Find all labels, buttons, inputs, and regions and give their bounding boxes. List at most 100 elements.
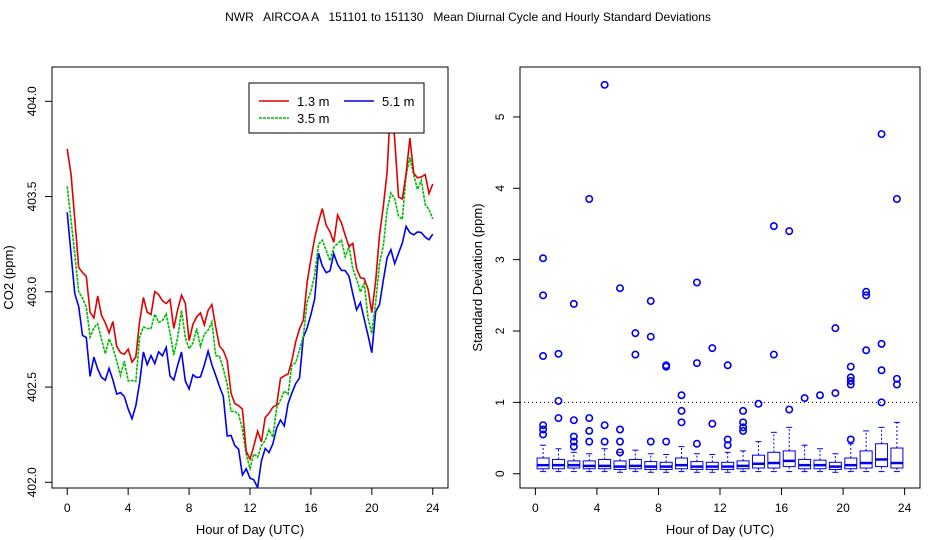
x-tick-label: 24 — [426, 501, 440, 515]
box-iqr — [782, 450, 796, 468]
box-hour — [875, 130, 889, 473]
y-axis-label: CO2 (ppm) — [1, 245, 16, 309]
outlier-point — [846, 373, 855, 382]
x-tick-label: 20 — [365, 501, 379, 515]
plot-frame — [519, 66, 921, 489]
outlier-point — [892, 374, 901, 383]
x-tick-label: 8 — [186, 501, 193, 515]
x-axis-label: Hour of Day (UTC) — [666, 522, 774, 537]
outlier-point — [600, 80, 609, 89]
outlier-point — [615, 448, 624, 457]
box-hour — [628, 329, 642, 473]
outlier-point — [892, 195, 901, 204]
outlier-point — [785, 227, 794, 236]
box-iqr — [628, 458, 642, 470]
box-hour — [598, 80, 612, 473]
outlier-point — [769, 222, 778, 231]
outlier-point — [754, 399, 763, 408]
box-hour — [659, 361, 673, 473]
y-tick-label: 5 — [493, 113, 507, 120]
x-tick-label: 24 — [898, 501, 912, 515]
outlier-point — [800, 394, 809, 403]
box-iqr — [536, 457, 550, 470]
outlier-point — [877, 366, 886, 375]
x-tick-label: 0 — [64, 501, 71, 515]
x-tick-label: 16 — [304, 501, 318, 515]
box-hour — [675, 391, 689, 473]
figure-title: NWR AIRCOA A 151101 to 151130 Mean Diurn… — [225, 10, 711, 24]
box-hour — [751, 399, 765, 473]
outlier-point — [646, 437, 655, 446]
y-tick-label: 403.5 — [25, 181, 39, 211]
box-hour — [828, 324, 842, 473]
outlier-point — [631, 350, 640, 359]
outlier-point — [662, 437, 671, 446]
outlier-point — [539, 351, 548, 360]
outlier-point — [615, 425, 624, 434]
box-hour — [644, 297, 658, 473]
y-tick-label: 404.0 — [25, 86, 39, 116]
outlier-point — [831, 389, 840, 398]
outlier-point — [877, 130, 886, 139]
outlier-point — [615, 437, 624, 446]
outlier-point — [692, 439, 701, 448]
box-iqr — [859, 450, 873, 469]
outlier-point — [569, 442, 578, 451]
box-iqr — [844, 457, 858, 470]
outlier-point — [708, 419, 717, 428]
outlier-point — [877, 339, 886, 348]
box-hour — [705, 344, 719, 473]
box-iqr — [767, 451, 781, 469]
y-tick-label: 402.0 — [25, 467, 39, 497]
co2-diurnal-panel: 0 4 8 12 16 20 24 402.0 402.5 403.0 403.5 404.0 Hour… — [1, 66, 449, 537]
legend-label: 5.1 m — [382, 94, 415, 109]
box-iqr — [598, 458, 612, 470]
outlier-point — [723, 435, 732, 444]
box-hour — [690, 278, 704, 473]
outlier-point — [846, 435, 855, 444]
outlier-point — [769, 350, 778, 359]
box-hour — [582, 195, 596, 473]
box-hour — [536, 254, 550, 473]
outlier-point — [646, 297, 655, 306]
box-iqr — [613, 460, 627, 470]
outlier-point — [785, 405, 794, 414]
box-hour — [813, 391, 827, 473]
y-tick-label: 0 — [493, 470, 507, 477]
outlier-point — [569, 299, 578, 308]
outlier-point — [677, 406, 686, 415]
box-hour — [844, 362, 858, 473]
outlier-point — [631, 329, 640, 338]
series-line-1-3-m — [66, 97, 434, 462]
legend: 1.3 m 5.1 m 3.5 m — [248, 82, 425, 134]
outlier-point — [739, 423, 748, 432]
box-hour — [890, 195, 904, 473]
y-tick-label: 3 — [493, 256, 507, 263]
x-tick-label: 12 — [243, 501, 257, 515]
outlier-point — [662, 361, 671, 370]
box-hour — [551, 349, 565, 473]
legend-label: 3.5 m — [297, 111, 330, 126]
y-tick-label: 402.5 — [25, 372, 39, 402]
outlier-point — [815, 391, 824, 400]
box-hour — [798, 394, 812, 473]
outlier-point — [615, 284, 624, 293]
x-tick-label: 8 — [655, 501, 662, 515]
outlier-point — [708, 344, 717, 353]
box-hour — [736, 406, 750, 473]
box-hour — [859, 287, 873, 473]
outlier-point — [739, 406, 748, 415]
outlier-point — [739, 426, 748, 435]
outlier-point — [539, 254, 548, 263]
outlier-point — [539, 291, 548, 300]
outlier-point — [569, 432, 578, 441]
outlier-point — [569, 416, 578, 425]
outlier-point — [585, 426, 594, 435]
outlier-point — [554, 414, 563, 423]
x-axis-label: Hour of Day (UTC) — [196, 522, 304, 537]
x-tick-label: 20 — [836, 501, 850, 515]
x-tick-label: 12 — [713, 501, 727, 515]
box-hour — [613, 284, 627, 473]
outlier-point — [554, 349, 563, 358]
